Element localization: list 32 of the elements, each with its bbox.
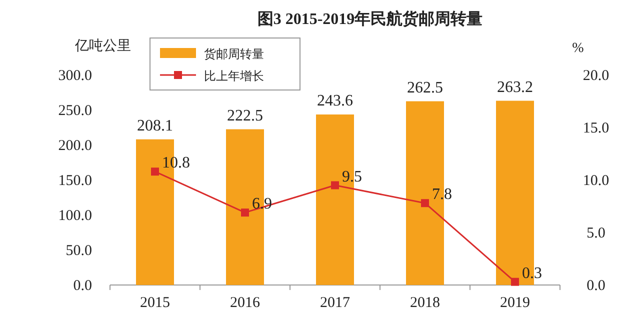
y2-tick-label: 5.0	[586, 226, 606, 242]
legend-label: 货邮周转量	[204, 47, 264, 61]
y-tick-label: 300.0	[58, 68, 92, 84]
point	[421, 199, 429, 208]
y-tick-label: 200.0	[58, 138, 92, 154]
point	[241, 208, 249, 217]
y2-tick-label: 20.0	[582, 68, 610, 84]
chart-title: 图3 2015-2019年民航货邮周转量	[257, 10, 483, 28]
point	[331, 181, 339, 190]
y2-tick-label: 0.0	[586, 278, 606, 294]
x-tick-label: 2015	[140, 295, 170, 311]
data-label: 243.6	[317, 92, 353, 110]
x-tick-label: 2019	[500, 295, 530, 311]
y2-tick-label: 15.0	[582, 120, 610, 136]
x-tick-label: 2018	[410, 295, 440, 311]
data-label: 262.5	[407, 79, 443, 96]
x-tick-label: 2016	[230, 295, 260, 311]
y2-axis-title: %	[572, 41, 584, 56]
y2-tick-label: 10.0	[582, 173, 610, 189]
y-tick-label: 150.0	[58, 173, 92, 189]
y-tick-label: 0.0	[73, 278, 92, 294]
x-tick-label: 2017	[320, 295, 350, 311]
point	[151, 168, 159, 176]
data-label: 208.1	[137, 117, 173, 134]
y-tick-label: 250.0	[58, 103, 92, 119]
y-tick-label: 50.0	[66, 243, 92, 259]
data-label: 263.2	[497, 78, 533, 96]
data-label: 222.5	[227, 107, 263, 124]
legend-label: 比上年增长	[204, 69, 264, 83]
y-axis-title: 亿吨公里	[74, 38, 131, 54]
y-tick-label: 100.0	[58, 208, 92, 224]
point	[511, 278, 519, 286]
